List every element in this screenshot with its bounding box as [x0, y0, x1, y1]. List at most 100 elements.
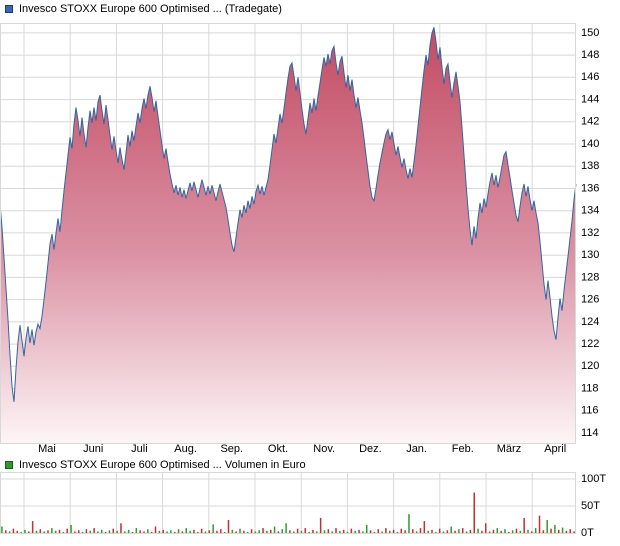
volume-legend-icon — [5, 460, 13, 469]
volume-bar — [323, 530, 326, 533]
volume-bar — [569, 529, 571, 533]
volume-bar — [511, 530, 514, 533]
volume-bar — [143, 531, 145, 533]
volume-bar — [51, 528, 53, 533]
volume-bar — [404, 530, 406, 533]
price-x-month-label: Nov. — [313, 443, 335, 455]
volume-bar — [415, 531, 418, 533]
price-x-month-label: Okt. — [268, 443, 288, 455]
volume-bar — [454, 530, 456, 533]
volume-bar — [396, 531, 399, 533]
volume-bar — [492, 529, 495, 533]
volume-bar — [39, 529, 42, 533]
price-y-tick-label: 116 — [581, 405, 599, 417]
volume-bar — [377, 529, 379, 533]
volume-bar — [504, 529, 506, 533]
volume-bar — [112, 528, 115, 533]
volume-bar — [519, 530, 522, 533]
volume-bar — [223, 531, 226, 533]
volume-bar — [331, 531, 333, 533]
volume-bar — [469, 529, 472, 533]
volume-bar — [273, 526, 276, 533]
volume-bar — [465, 531, 468, 533]
price-chart: 114 116 118 120 122 124 126 128 130 132 134 136 138 1… — [0, 23, 599, 455]
price-x-month-label: Dez. — [359, 443, 382, 455]
volume-bar — [289, 530, 291, 533]
volume-bar — [70, 524, 72, 533]
volume-bar — [565, 530, 568, 533]
volume-bar — [427, 530, 429, 533]
volume-bar — [412, 529, 414, 533]
price-x-month-label: Juli — [131, 443, 148, 455]
volume-bar — [515, 528, 518, 533]
volume-bar — [227, 520, 230, 533]
price-area — [0, 27, 576, 444]
volume-bar — [335, 528, 337, 533]
volume-bar — [350, 528, 353, 533]
volume-bar — [423, 521, 426, 533]
price-y-tick-label: 124 — [581, 316, 599, 328]
volume-bar — [557, 529, 560, 533]
price-y-tick-label: 120 — [581, 360, 599, 372]
volume-bar — [450, 526, 452, 533]
volume-bar — [392, 529, 395, 533]
volume-bar — [24, 529, 26, 533]
volume-bar — [89, 530, 91, 533]
volume-bar — [419, 528, 422, 533]
volume-bar — [235, 531, 237, 533]
volume-bar — [62, 531, 65, 533]
volume-bar — [250, 529, 253, 533]
volume-bar — [104, 531, 107, 533]
price-y-tick-label: 142 — [581, 116, 599, 128]
volume-bar — [189, 530, 191, 533]
volume-bar — [8, 531, 11, 533]
volume-bar — [31, 521, 34, 533]
volume-legend: Invesco STOXX Europe 600 Optimised ... V… — [5, 458, 306, 471]
volume-bar — [139, 530, 141, 533]
volume-y-tick-label: 50T — [581, 500, 600, 512]
price-x-month-label: Feb. — [452, 443, 474, 455]
volume-bar — [12, 528, 15, 533]
volume-bar — [542, 530, 545, 533]
volume-bar — [54, 530, 57, 533]
volume-bar — [170, 530, 172, 533]
volume-bar — [358, 529, 360, 533]
volume-bar — [477, 528, 479, 533]
volume-bar — [488, 531, 491, 533]
volume-bar — [327, 529, 330, 533]
volume-bar — [43, 531, 45, 533]
volume-bar — [461, 528, 464, 533]
volume-bar — [573, 531, 575, 533]
price-y-tick-label: 150 — [581, 27, 599, 39]
price-y-tick-label: 118 — [581, 382, 599, 394]
price-legend: Invesco STOXX Europe 600 Optimised ... (… — [5, 2, 282, 15]
volume-bar — [120, 523, 122, 533]
volume-bar — [58, 529, 61, 533]
volume-bar — [538, 515, 541, 533]
volume-bar — [369, 530, 372, 533]
volume-bar — [446, 530, 449, 533]
volume-bar — [262, 528, 264, 533]
volume-bar — [339, 530, 341, 533]
volume-bar — [531, 531, 533, 533]
price-x-month-label: März — [497, 443, 521, 455]
volume-bar — [308, 531, 310, 533]
volume-bar — [197, 531, 199, 533]
volume-bar — [243, 530, 245, 533]
volume-bar — [554, 524, 556, 533]
volume-bar — [124, 531, 126, 533]
price-y-tick-label: 138 — [581, 160, 599, 172]
price-line — [0, 27, 577, 402]
price-legend-icon — [5, 4, 13, 13]
volume-bar — [220, 529, 222, 533]
volume-bar — [85, 529, 88, 533]
volume-bar — [408, 514, 410, 533]
volume-bar — [97, 531, 99, 533]
volume-bar — [108, 530, 111, 533]
volume-bar — [373, 531, 376, 533]
volume-bar — [362, 531, 364, 533]
volume-chart: 0T 50T 100T — [0, 472, 606, 539]
volume-bar — [385, 528, 387, 533]
volume-bar — [281, 529, 283, 533]
volume-bar — [77, 530, 80, 533]
